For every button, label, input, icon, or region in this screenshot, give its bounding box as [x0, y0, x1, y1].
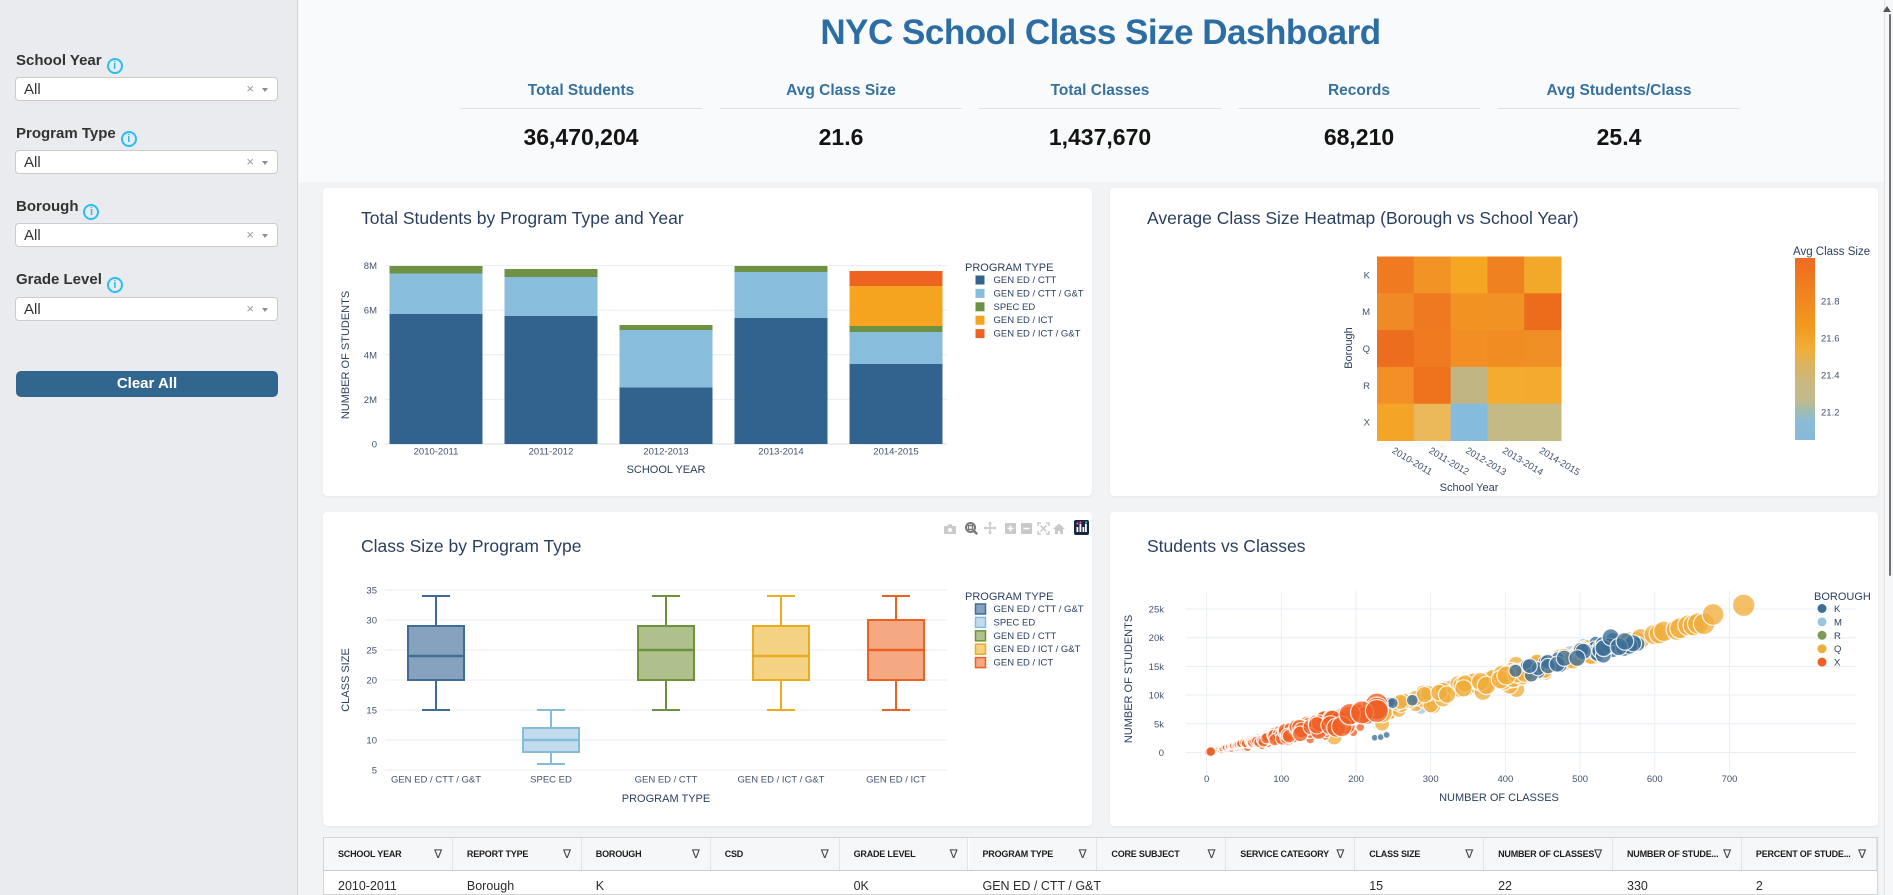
svg-text:Average Class Size Heatmap (Bo: Average Class Size Heatmap (Borough vs S… [1147, 208, 1579, 228]
svg-text:Q: Q [1363, 344, 1370, 355]
svg-text:2013-2014: 2013-2014 [758, 447, 803, 458]
svg-text:15k: 15k [1149, 662, 1165, 673]
svg-text:2013-2014: 2013-2014 [1500, 445, 1545, 478]
svg-text:25k: 25k [1149, 605, 1165, 616]
svg-text:2M: 2M [364, 395, 377, 406]
svg-text:Class Size by Program Type: Class Size by Program Type [361, 536, 581, 556]
svg-text:GEN ED / ICT / G&T: GEN ED / ICT / G&T [994, 644, 1081, 655]
svg-text:SPEC ED: SPEC ED [994, 617, 1036, 628]
svg-text:35: 35 [366, 586, 377, 597]
svg-text:Total Students by Program Type: Total Students by Program Type and Year [361, 208, 684, 228]
svg-text:500: 500 [1572, 774, 1588, 785]
svg-text:GEN ED / CTT / G&T: GEN ED / CTT / G&T [994, 288, 1084, 299]
svg-text:Borough: Borough [1343, 327, 1355, 369]
svg-text:6M: 6M [364, 306, 377, 317]
svg-text:R: R [1834, 631, 1841, 642]
svg-text:M: M [1362, 307, 1370, 318]
svg-text:0: 0 [372, 440, 377, 451]
svg-text:GEN ED / CTT: GEN ED / CTT [635, 775, 698, 786]
svg-text:Avg Class Size: Avg Class Size [1793, 246, 1870, 258]
svg-text:NUMBER OF STUDENTS: NUMBER OF STUDENTS [1123, 615, 1135, 743]
svg-text:PROGRAM TYPE: PROGRAM TYPE [965, 591, 1053, 603]
svg-text:GEN ED / ICT: GEN ED / ICT [994, 658, 1054, 669]
svg-text:21.2: 21.2 [1821, 408, 1840, 419]
svg-text:21.4: 21.4 [1821, 371, 1840, 382]
svg-text:GEN ED / ICT / G&T: GEN ED / ICT / G&T [994, 329, 1081, 340]
svg-text:10k: 10k [1149, 691, 1165, 702]
svg-text:2011-2012: 2011-2012 [529, 447, 574, 458]
svg-text:30: 30 [366, 616, 377, 627]
svg-text:2011-2012: 2011-2012 [1427, 445, 1471, 477]
svg-text:PROGRAM TYPE: PROGRAM TYPE [965, 262, 1053, 274]
svg-text:2010-2011: 2010-2011 [1390, 445, 1434, 477]
svg-text:K: K [1364, 270, 1371, 281]
svg-text:20: 20 [366, 676, 377, 687]
svg-text:700: 700 [1722, 774, 1738, 785]
svg-text:21.8: 21.8 [1821, 297, 1840, 308]
svg-text:CLASS SIZE: CLASS SIZE [340, 648, 352, 712]
svg-text:GEN ED / ICT: GEN ED / ICT [994, 315, 1054, 326]
svg-text:Students vs Classes: Students vs Classes [1147, 536, 1306, 556]
svg-text:PROGRAM TYPE: PROGRAM TYPE [622, 793, 710, 805]
svg-text:100: 100 [1273, 774, 1289, 785]
svg-text:K: K [1834, 604, 1841, 615]
svg-text:15: 15 [366, 706, 377, 717]
svg-text:GEN ED / CTT / G&T: GEN ED / CTT / G&T [994, 604, 1084, 615]
svg-text:20k: 20k [1149, 633, 1165, 644]
svg-text:2014-2015: 2014-2015 [1537, 445, 1582, 478]
svg-text:GEN ED / ICT / G&T: GEN ED / ICT / G&T [738, 775, 825, 786]
svg-text:0: 0 [1204, 774, 1209, 785]
svg-text:0: 0 [1159, 748, 1164, 759]
svg-text:5k: 5k [1154, 719, 1164, 730]
svg-text:600: 600 [1647, 774, 1663, 785]
svg-text:2012-2013: 2012-2013 [1463, 445, 1508, 478]
svg-text:200: 200 [1348, 774, 1364, 785]
svg-text:NUMBER OF STUDENTS: NUMBER OF STUDENTS [340, 291, 352, 419]
svg-text:25: 25 [366, 646, 377, 657]
svg-text:4M: 4M [364, 350, 377, 361]
svg-text:SPEC ED: SPEC ED [530, 775, 572, 786]
svg-text:2014-2015: 2014-2015 [873, 447, 918, 458]
svg-text:GEN ED / CTT: GEN ED / CTT [994, 275, 1057, 286]
svg-text:5: 5 [372, 766, 377, 777]
svg-text:300: 300 [1423, 774, 1439, 785]
svg-text:GEN ED / ICT: GEN ED / ICT [866, 775, 926, 786]
svg-text:8M: 8M [364, 261, 377, 272]
svg-text:GEN ED / CTT / G&T: GEN ED / CTT / G&T [391, 775, 481, 786]
svg-text:X: X [1364, 418, 1371, 429]
svg-text:X: X [1834, 658, 1841, 669]
svg-text:R: R [1363, 381, 1370, 392]
svg-text:Q: Q [1834, 644, 1841, 655]
svg-text:2010-2011: 2010-2011 [414, 447, 459, 458]
svg-text:10: 10 [366, 736, 377, 747]
svg-text:BOROUGH: BOROUGH [1814, 591, 1871, 603]
svg-text:NUMBER OF CLASSES: NUMBER OF CLASSES [1439, 792, 1559, 804]
svg-text:SPEC ED: SPEC ED [994, 302, 1036, 313]
svg-text:2012-2013: 2012-2013 [643, 447, 688, 458]
svg-text:400: 400 [1497, 774, 1513, 785]
svg-text:School Year: School Year [1440, 482, 1499, 494]
svg-text:M: M [1834, 617, 1842, 628]
svg-text:GEN ED / CTT: GEN ED / CTT [994, 631, 1057, 642]
svg-text:SCHOOL YEAR: SCHOOL YEAR [627, 464, 706, 476]
svg-text:21.6: 21.6 [1821, 334, 1840, 345]
